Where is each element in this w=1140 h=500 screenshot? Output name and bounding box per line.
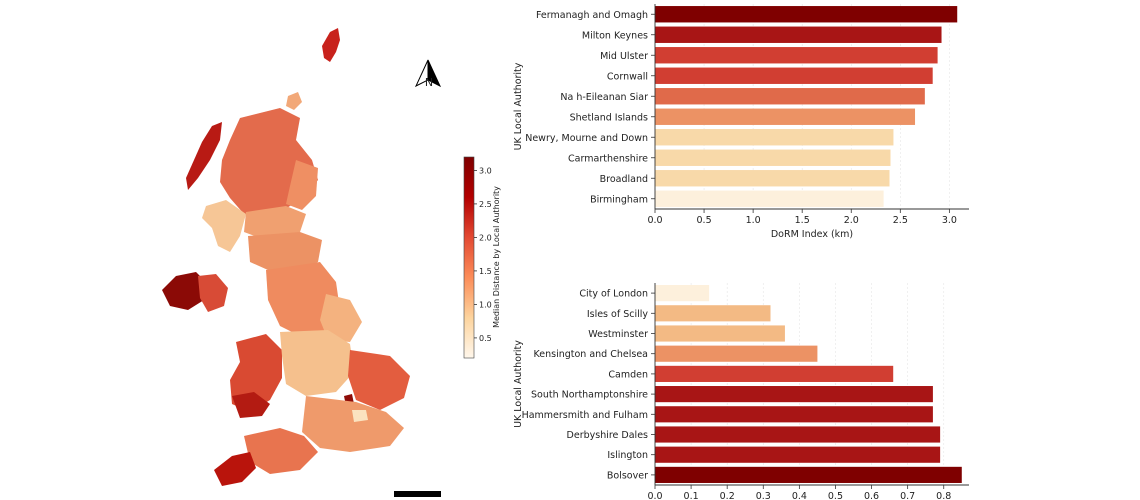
map-region-south-east	[302, 396, 404, 452]
y-tick-label: Fermanagh and Omagh	[536, 10, 648, 21]
bar	[655, 466, 962, 483]
bar	[655, 170, 890, 187]
bar	[655, 406, 933, 423]
x-tick-label: 0.8	[936, 491, 951, 500]
y-tick-label: Kensington and Chelsea	[534, 349, 649, 360]
colorbar-tick-label: 2.5	[479, 200, 492, 209]
x-axis-label: DoRM Index (km)	[771, 229, 853, 240]
map-region-outer-hebrides	[186, 122, 222, 190]
colorbar-label: Median Distance by Local Authority	[492, 186, 501, 328]
y-tick-label: City of London	[579, 289, 648, 300]
bar	[655, 426, 941, 443]
map-region-east-anglia	[348, 350, 410, 410]
x-tick-label: 0.1	[684, 491, 699, 500]
y-axis-label: UK Local Authority	[513, 340, 524, 428]
map-region-carmarthenshire	[232, 392, 270, 418]
colorbar-tick-label: 1.5	[479, 267, 492, 276]
map-region-southern-scotland	[248, 232, 322, 272]
y-axis-label: UK Local Authority	[513, 62, 524, 150]
x-tick-label: 0.7	[900, 491, 915, 500]
map-region-argyll	[202, 200, 246, 252]
x-tick-label: 0.5	[828, 491, 843, 500]
x-tick-label: 0.5	[697, 215, 712, 226]
map-region-yorkshire	[320, 294, 362, 342]
map-region-orkney	[286, 92, 302, 110]
scale-bar	[394, 491, 441, 497]
map-region-fermanagh	[162, 272, 206, 310]
map-region-shetland	[322, 28, 340, 62]
bar	[655, 47, 938, 64]
y-tick-label: Shetland Islands	[570, 112, 648, 123]
y-tick-label: Mid Ulster	[600, 51, 648, 62]
y-tick-label: Bolsover	[607, 470, 648, 481]
bar	[655, 365, 894, 382]
y-tick-label: Milton Keynes	[582, 30, 648, 41]
colorbar-tick-label: 1.0	[479, 300, 492, 309]
y-tick-label: Westminster	[588, 329, 648, 340]
map-region-ni-east	[198, 274, 228, 312]
colorbar-ticks: 0.5 1.0 1.5 2.0 2.5 3.0	[474, 166, 492, 343]
bar	[655, 190, 884, 207]
north-arrow: N	[414, 59, 442, 89]
bar	[655, 26, 942, 43]
map-region-south-west	[244, 428, 318, 474]
map-region-wales	[230, 334, 282, 412]
map-region-aberdeenshire	[286, 160, 318, 210]
bottom-bar-chart: City of London Isles of Scilly Westminster…	[513, 283, 969, 500]
x-tick-label: 0.3	[756, 491, 771, 500]
bar	[655, 446, 941, 463]
map-region-central-scotland	[244, 206, 306, 240]
map-region-midlands	[280, 330, 354, 396]
y-tick-label: Newry, Mourne and Down	[525, 133, 648, 144]
uk-choropleth-map	[162, 28, 410, 486]
bar	[655, 67, 933, 84]
north-arrow-label: N	[425, 76, 433, 89]
y-tick-label: Derbyshire Dales	[567, 430, 649, 441]
x-tick-label: 0.6	[864, 491, 879, 500]
y-tick-label: Isles of Scilly	[587, 309, 649, 320]
y-tick-label: Na h-Eileanan Siar	[560, 92, 648, 103]
top-bar-chart: Fermanagh and Omagh Milton Keynes Mid Ulst…	[513, 4, 969, 240]
bar	[655, 305, 771, 322]
y-tick-label: Hammersmith and Fulham	[522, 410, 648, 421]
y-tick-label: Carmarthenshire	[568, 153, 648, 164]
x-tick-label: 1.0	[746, 215, 761, 226]
colorbar-gradient	[463, 156, 475, 359]
bar	[655, 285, 710, 302]
x-tick-label: 0.2	[720, 491, 735, 500]
bar	[655, 149, 891, 166]
x-tick-label: 2.5	[893, 215, 908, 226]
bar	[655, 386, 933, 403]
x-tick-label: 2.0	[844, 215, 859, 226]
colorbar-tick-label: 2.0	[479, 233, 492, 242]
colorbar-tick-label: 0.5	[479, 334, 492, 343]
y-tick-label: Cornwall	[607, 71, 648, 82]
bar	[655, 129, 894, 146]
bar	[655, 325, 785, 342]
bar	[655, 345, 818, 362]
map-region-london	[352, 410, 368, 422]
map-region-cornwall	[214, 452, 256, 486]
x-tick-label: 3.0	[942, 215, 957, 226]
bar	[655, 6, 958, 23]
y-tick-label: South Northamptonshire	[531, 390, 648, 401]
y-tick-label: Camden	[608, 369, 648, 380]
x-tick-label: 1.5	[795, 215, 810, 226]
y-tick-label: Islington	[607, 450, 648, 461]
colorbar-tick-label: 3.0	[479, 166, 492, 175]
north-arrow-dark-icon	[427, 59, 442, 88]
x-tick-label: 0.0	[647, 491, 662, 500]
bar	[655, 88, 925, 105]
y-tick-label: Birmingham	[590, 194, 648, 205]
y-tick-label: Broadland	[600, 174, 648, 185]
x-tick-label: 0.0	[647, 215, 662, 226]
x-tick-label: 0.4	[792, 491, 807, 500]
colorbar: 0.5 1.0 1.5 2.0 2.5 3.0 Median Distance by Lo…	[463, 156, 501, 359]
bar	[655, 108, 916, 125]
